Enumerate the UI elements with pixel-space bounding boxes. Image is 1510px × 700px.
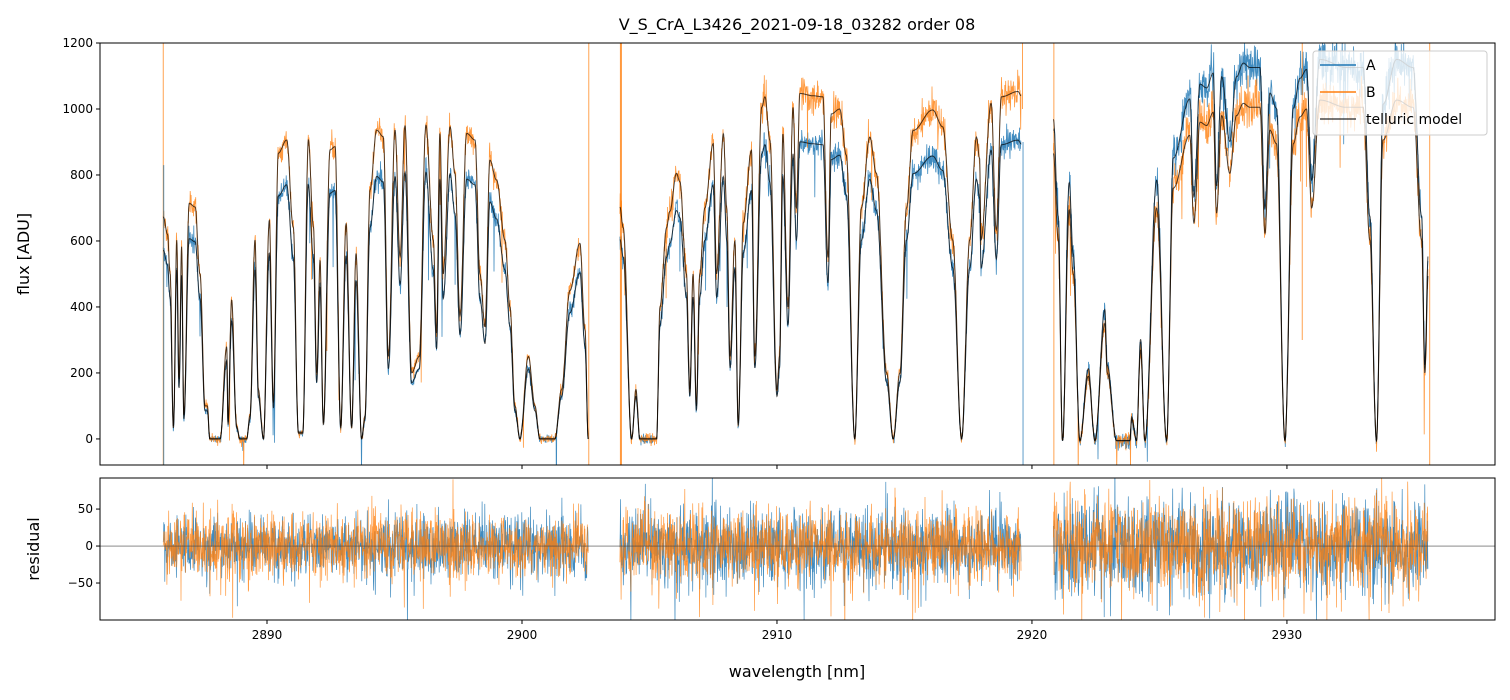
legend-label-a: A [1366,58,1376,74]
residual-axes-frame [99,477,1496,621]
x-tick-label: 2890 [252,628,283,642]
residual-y-tick-label: 0 [85,539,93,553]
series-a-line [162,43,1429,465]
y-tick-label: 800 [70,168,93,182]
residual-y-tick-label: 50 [78,502,93,516]
residual-plot-area [100,478,1495,620]
y-tick-label: 400 [70,300,93,314]
x-tick-label: 2910 [762,628,793,642]
x-tick-label: 2920 [1017,628,1048,642]
residual-b-line [162,478,1429,620]
y-tick-label: 1200 [62,36,93,50]
series-b-line [162,69,1429,465]
legend-label-model: telluric model [1366,112,1462,128]
y-tick-label: 200 [70,366,93,380]
y-tick-label: 600 [70,234,93,248]
residual-y-tick-label: −50 [68,576,93,590]
x-tick-label: 2900 [507,628,538,642]
y-axis-label-residual: residual [24,517,43,580]
x-axis-label: wavelength [nm] [729,662,866,681]
axis-ticks: 0 200 400 600 800 1000 1200 −50 0 50 2890 2900 2910 2… [62,36,1302,642]
flux-plot-area [162,43,1431,465]
y-axis-label-flux: flux [ADU] [14,213,33,295]
legend-label-b: B [1366,85,1376,101]
y-tick-label: 1000 [62,102,93,116]
chart-title: V_S_CrA_L3426_2021-09-18_03282 order 08 [619,15,976,35]
x-tick-label: 2930 [1272,628,1303,642]
telluric-model-b-line [162,91,1429,443]
y-tick-label: 0 [85,432,93,446]
legend: A B telluric model [1312,50,1488,136]
legend-box [1312,50,1488,136]
flux-axes-frame [99,42,1496,466]
